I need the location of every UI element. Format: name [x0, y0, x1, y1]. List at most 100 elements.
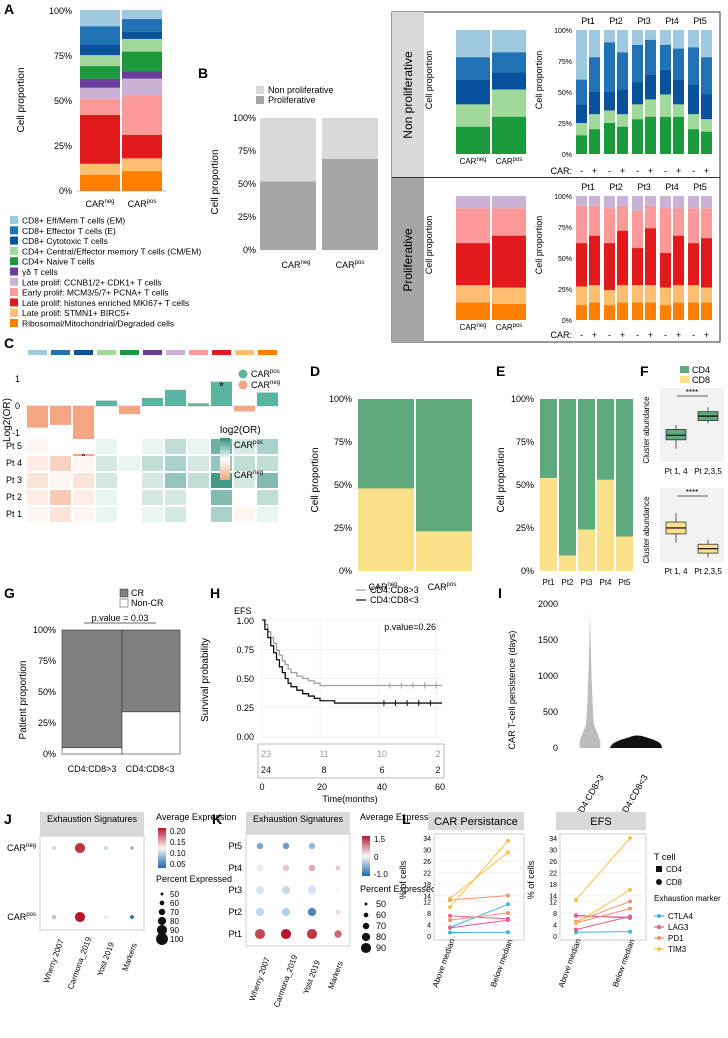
size-legend-label: 60: [170, 899, 179, 908]
heat-row-label: Pt 1: [6, 509, 22, 519]
km-curve-gray: [262, 619, 442, 687]
l-ytick: 26: [423, 859, 431, 866]
km-curves: [262, 619, 442, 707]
log2or-bar: [119, 406, 140, 415]
l-xlabel: Above median: [431, 938, 457, 989]
expression-dot: [103, 845, 109, 851]
pt-tick: 25%: [558, 121, 572, 128]
panel-e-label: E: [496, 363, 505, 379]
expression-dot: [282, 864, 290, 872]
bar-segment: [660, 94, 671, 117]
l-ytick: 30: [423, 848, 431, 855]
bar-segment: [456, 285, 490, 303]
slope-line: [449, 852, 509, 899]
heat-cell: [96, 507, 117, 522]
bar-segment: [122, 95, 162, 135]
l-ytick: 4: [427, 922, 431, 929]
slope-line: [449, 912, 509, 921]
legend-dot-carpos: [238, 369, 248, 379]
legend-swatch-cr: [119, 588, 129, 598]
legend-swatch: [10, 298, 18, 307]
bar-segment: [80, 78, 120, 88]
bar-segment: [645, 302, 656, 320]
slope-point: [448, 905, 452, 910]
j-col-label: Yost 2019: [95, 941, 116, 978]
bar-segment: [617, 126, 628, 154]
l-ylabel: % of cells: [398, 860, 408, 899]
heat-cell: [27, 456, 48, 471]
l-ytick: 0: [553, 934, 557, 941]
bar-segment: [456, 104, 490, 127]
heat-cell: [234, 456, 255, 471]
bar-segment: [604, 30, 615, 43]
slope-point: [574, 913, 578, 918]
bar-cr: [121, 629, 181, 713]
heat-cell: [211, 507, 232, 522]
panel-b-label: B: [198, 65, 208, 81]
legend-item: Late prolif: STMN1+ BIRC5+: [22, 308, 130, 318]
panel-a-bars: [76, 10, 166, 192]
bar-cd8: [416, 531, 472, 571]
panel-l: L CAR Persistance EFS % of cells % of ce…: [398, 811, 721, 989]
size-legend-dot: [363, 912, 369, 918]
panel-i-tick: 1500: [538, 635, 558, 645]
size-legend-label: 100: [170, 935, 184, 944]
car-sign: +: [648, 330, 653, 340]
slope-point: [574, 897, 578, 902]
expression-dot: [130, 915, 134, 919]
bar-segment: [688, 208, 699, 244]
panel-b-tick: 100%: [233, 113, 256, 123]
bar-segment: [576, 305, 587, 320]
l-ytick: 8: [553, 911, 557, 918]
box: [665, 429, 687, 441]
bar-segment: [617, 114, 628, 127]
f-group-label: Pt 1, 4: [664, 467, 688, 476]
legend-swatch: [10, 226, 18, 235]
bar-segment: [576, 196, 587, 206]
bar-segment: [604, 110, 615, 123]
l-ylabel: % of cells: [526, 860, 536, 899]
bar-cd4: [578, 399, 595, 530]
log2or-bar: [165, 389, 186, 406]
legend-swatch: [10, 319, 18, 327]
panel-h: H CD4:CD8>3 CD4:CD8<3 EFS p.value=0.26 S…: [200, 585, 445, 804]
bar-segment: [701, 131, 712, 154]
panel-a-tick: 100%: [49, 6, 72, 16]
bar-xlabel: Pt4: [599, 578, 612, 587]
scale-main: CAR: [234, 470, 254, 480]
size-legend-label: 80: [170, 917, 179, 926]
legend-swatch-noncr: [119, 598, 129, 608]
expression-dot: [255, 907, 265, 917]
bar-segment: [645, 285, 656, 303]
bar-segment: [456, 208, 490, 244]
heat-cell: [257, 490, 278, 505]
j-size-title: Percent Expressed: [156, 874, 232, 884]
bar-segment: [701, 119, 712, 132]
bar-cd4: [540, 399, 557, 479]
patient-label: Pt1: [581, 182, 595, 192]
bar-segment: [660, 196, 671, 209]
bar-segment: [645, 196, 656, 206]
legend-swatch-cd4: [680, 366, 689, 373]
bar-cd4: [416, 399, 472, 532]
bar-segment: [80, 26, 120, 45]
l-ytick: 0: [427, 934, 431, 941]
b-sub-ylabel: Cell proportion: [424, 216, 434, 275]
bar-segment: [701, 196, 712, 209]
panel-b-bars: [260, 118, 378, 250]
panel-i: I CAR T-cell persistence (days) 2000 150…: [498, 585, 662, 820]
j-scale-title: Average Expression: [156, 812, 236, 822]
legend-cd8: CD8: [692, 375, 710, 385]
bar-nonprolif: [322, 118, 378, 159]
f-group-label: Pt 2,3,5: [694, 567, 722, 576]
xlabel-main: CAR: [496, 157, 513, 166]
heat-cell: [257, 473, 278, 488]
km-title: EFS: [234, 606, 252, 616]
bar-segment: [660, 30, 671, 45]
panel-d-xlabel: CARneg: [368, 582, 397, 592]
panel-b-mini-bars: [456, 30, 526, 320]
row-main: CAR: [7, 912, 27, 922]
legend-item: Late prolif: histones enriched MKI67+ T …: [22, 298, 189, 308]
size-legend-dot: [360, 942, 372, 954]
row-strip-bottom: [392, 178, 424, 342]
